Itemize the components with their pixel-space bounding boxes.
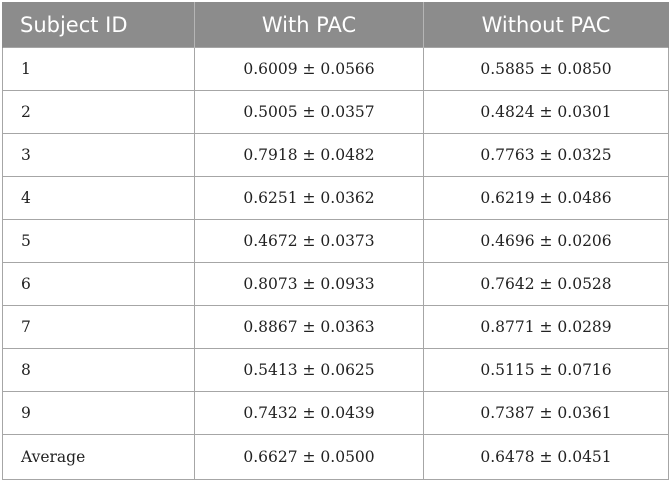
table-header: Subject ID With PAC Without PAC — [2, 2, 669, 48]
cell-with-pac: 0.7432 ± 0.0439 — [194, 391, 424, 435]
cell-subject-id: 2 — [2, 90, 195, 134]
cell-with-pac: 0.6627 ± 0.0500 — [194, 434, 424, 480]
cell-with-pac: 0.7918 ± 0.0482 — [194, 133, 424, 177]
cell-without-pac: 0.4824 ± 0.0301 — [423, 90, 669, 134]
cell-with-pac: 0.6251 ± 0.0362 — [194, 176, 424, 220]
cell-with-pac: 0.5005 ± 0.0357 — [194, 90, 424, 134]
cell-without-pac: 0.5115 ± 0.0716 — [423, 348, 669, 392]
cell-without-pac: 0.4696 ± 0.0206 — [423, 219, 669, 263]
table-row: 3 0.7918 ± 0.0482 0.7763 ± 0.0325 — [2, 133, 669, 177]
cell-with-pac: 0.8867 ± 0.0363 — [194, 305, 424, 349]
table-row: 5 0.4672 ± 0.0373 0.4696 ± 0.0206 — [2, 219, 669, 263]
cell-subject-id: 6 — [2, 262, 195, 306]
cell-subject-id: 9 — [2, 391, 195, 435]
cell-without-pac: 0.8771 ± 0.0289 — [423, 305, 669, 349]
cell-without-pac: 0.7763 ± 0.0325 — [423, 133, 669, 177]
header-row: Subject ID With PAC Without PAC — [2, 2, 669, 48]
cell-with-pac: 0.8073 ± 0.0933 — [194, 262, 424, 306]
cell-subject-id: 4 — [2, 176, 195, 220]
table-row: 4 0.6251 ± 0.0362 0.6219 ± 0.0486 — [2, 176, 669, 220]
cell-subject-id: 1 — [2, 47, 195, 91]
cell-subject-id: 3 — [2, 133, 195, 177]
cell-subject-id: Average — [2, 434, 195, 480]
cell-with-pac: 0.4672 ± 0.0373 — [194, 219, 424, 263]
header-with-pac: With PAC — [194, 2, 424, 48]
cell-without-pac: 0.7642 ± 0.0528 — [423, 262, 669, 306]
table-row: 9 0.7432 ± 0.0439 0.7387 ± 0.0361 — [2, 391, 669, 435]
cell-without-pac: 0.6478 ± 0.0451 — [423, 434, 669, 480]
cell-subject-id: 5 — [2, 219, 195, 263]
cell-subject-id: 7 — [2, 305, 195, 349]
header-without-pac: Without PAC — [423, 2, 669, 48]
cell-without-pac: 0.6219 ± 0.0486 — [423, 176, 669, 220]
table-row: 1 0.6009 ± 0.0566 0.5885 ± 0.0850 — [2, 47, 669, 91]
table-row: Average 0.6627 ± 0.0500 0.6478 ± 0.0451 — [2, 434, 669, 480]
cell-with-pac: 0.6009 ± 0.0566 — [194, 47, 424, 91]
table-body: 1 0.6009 ± 0.0566 0.5885 ± 0.0850 2 0.5005 ±… — [2, 47, 669, 480]
header-subject-id: Subject ID — [2, 2, 195, 48]
cell-subject-id: 8 — [2, 348, 195, 392]
table-row: 2 0.5005 ± 0.0357 0.4824 ± 0.0301 — [2, 90, 669, 134]
cell-without-pac: 0.5885 ± 0.0850 — [423, 47, 669, 91]
cell-without-pac: 0.7387 ± 0.0361 — [423, 391, 669, 435]
table-row: 7 0.8867 ± 0.0363 0.8771 ± 0.0289 — [2, 305, 669, 349]
table-row: 8 0.5413 ± 0.0625 0.5115 ± 0.0716 — [2, 348, 669, 392]
cell-with-pac: 0.5413 ± 0.0625 — [194, 348, 424, 392]
table-row: 6 0.8073 ± 0.0933 0.7642 ± 0.0528 — [2, 262, 669, 306]
